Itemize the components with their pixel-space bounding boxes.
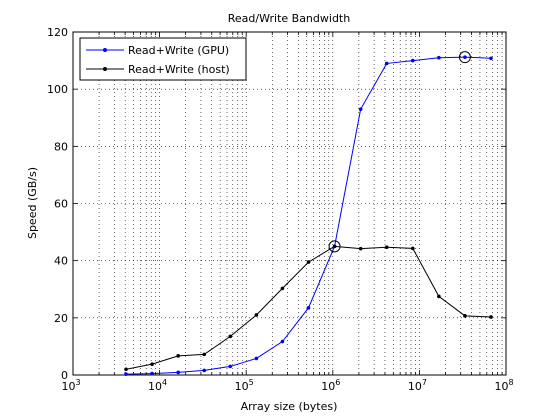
- data-point-s0: [176, 370, 180, 375]
- data-point-s1: [463, 314, 467, 318]
- data-point-s1: [254, 313, 259, 317]
- data-point-s0: [280, 339, 285, 344]
- y-tick-label: 100: [47, 83, 68, 96]
- x-tick-label: 103: [61, 378, 80, 393]
- data-point-s1: [228, 334, 233, 339]
- data-point-s1: [437, 294, 441, 299]
- y-tick-labels: 0 20 40 60 80 100 120: [47, 26, 68, 382]
- data-point-s0: [463, 55, 467, 59]
- data-point-s1: [489, 315, 493, 319]
- legend-marker-gpu: [103, 48, 107, 52]
- data-point-s1: [384, 245, 389, 250]
- data-point-s0: [254, 356, 259, 361]
- data-point-s0: [358, 107, 363, 111]
- data-point-s1: [124, 367, 128, 372]
- data-point-s0: [384, 61, 389, 66]
- data-point-s1: [280, 286, 285, 291]
- x-tick-label: 105: [235, 378, 254, 393]
- x-tick-label: 106: [321, 378, 340, 393]
- chart-title: Read/Write Bandwidth: [228, 12, 350, 25]
- x-axis-label: Array size (bytes): [241, 400, 338, 413]
- legend-label-gpu: Read+Write (GPU): [128, 44, 229, 57]
- x-tick-label: 107: [408, 378, 427, 393]
- highlight-circle: [328, 240, 341, 253]
- highlight-markers: [328, 51, 471, 253]
- grid-lines: [73, 32, 506, 375]
- legend: Read+Write (GPU) Read+Write (host): [79, 37, 247, 81]
- data-point-s0: [410, 58, 415, 63]
- data-point-s0: [124, 372, 128, 376]
- y-axis-label: Speed (GB/s): [26, 167, 39, 239]
- data-point-s1: [332, 244, 337, 249]
- legend-box: [79, 37, 247, 81]
- data-point-s0: [150, 371, 154, 376]
- data-point-s0: [437, 55, 441, 60]
- data-point-s0: [306, 306, 311, 310]
- data-point-s1: [150, 362, 154, 366]
- data-point-s1: [176, 354, 180, 358]
- data-point-s0: [489, 56, 493, 61]
- y-tick-label: 80: [54, 140, 68, 153]
- legend-marker-host: [103, 67, 107, 71]
- y-tick-label: 120: [47, 26, 68, 39]
- x-tick-label: 104: [148, 378, 167, 393]
- series-layer: [124, 55, 493, 376]
- data-point-s1: [358, 246, 363, 251]
- legend-label-host: Read+Write (host): [128, 63, 230, 76]
- x-tick-labels: 103 104 105 106 107 108: [61, 378, 513, 393]
- data-point-s1: [410, 246, 415, 251]
- data-point-s0: [228, 364, 233, 369]
- y-tick-label: 40: [54, 255, 68, 268]
- data-point-s1: [202, 352, 207, 357]
- x-tick-label: 108: [494, 378, 513, 393]
- data-point-s1: [306, 260, 311, 264]
- highlight-circle: [458, 51, 471, 64]
- data-point-s0: [202, 368, 207, 373]
- y-tick-label: 60: [54, 198, 68, 211]
- y-tick-label: 20: [54, 312, 68, 325]
- y-tick-label: 0: [61, 369, 68, 382]
